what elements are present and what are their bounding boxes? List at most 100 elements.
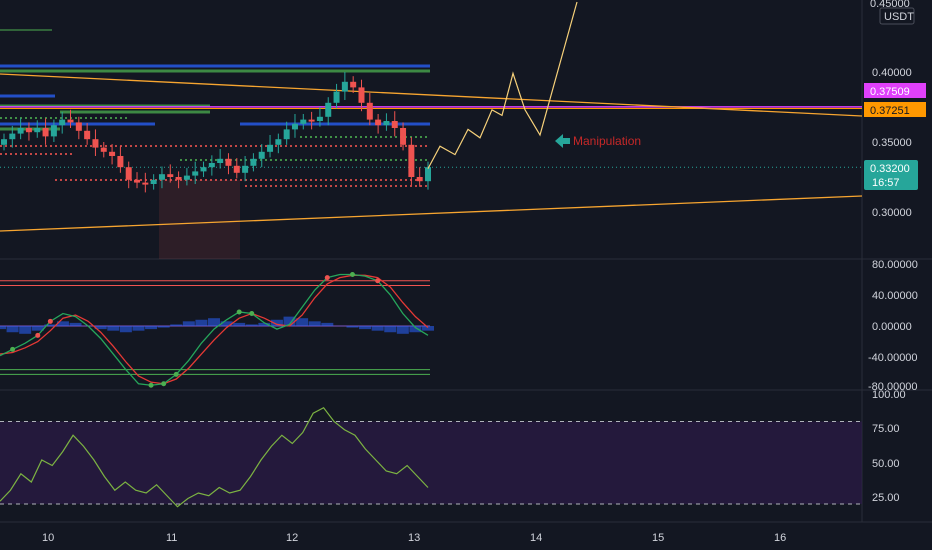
candle-body[interactable] [175,177,182,180]
histogram-bar[interactable] [208,318,220,326]
candle-body[interactable] [316,116,323,121]
histogram-bar[interactable] [145,326,158,330]
candle-body[interactable] [208,163,215,168]
cross-marker[interactable] [236,309,242,315]
candle-body[interactable] [308,119,315,122]
candle-body[interactable] [391,121,398,128]
candle-body[interactable] [325,102,332,117]
candle-body[interactable] [9,133,16,140]
histogram-bar[interactable] [396,326,409,334]
candle-body[interactable] [150,179,157,184]
histogram-bar[interactable] [321,322,334,326]
candle-body[interactable] [358,87,365,103]
candle-body[interactable] [341,81,348,92]
histogram-bar[interactable] [195,319,208,326]
candle-body[interactable] [92,139,99,148]
upper-trendline[interactable] [0,73,863,117]
cross-marker[interactable] [324,275,330,281]
rsi-line[interactable] [0,406,429,508]
macd-line[interactable] [0,273,429,386]
histogram-bar[interactable] [283,316,296,326]
candle-body[interactable] [167,174,174,177]
zone-box[interactable] [159,180,240,259]
histogram-bar[interactable] [132,326,145,331]
manipulation-annotation[interactable]: Manipulation [555,134,641,148]
candle-body[interactable] [217,158,224,163]
candle-body[interactable] [333,91,340,103]
candle-body[interactable] [134,179,141,183]
candle-body[interactable] [50,125,57,137]
candle-body[interactable] [267,144,274,152]
candle-body[interactable] [250,158,257,166]
candle-body[interactable] [1,139,7,145]
histogram-bar[interactable] [94,326,107,330]
candle-body[interactable] [242,165,249,173]
histogram-bar[interactable] [422,326,434,331]
histogram-bar[interactable] [44,324,57,326]
cross-marker[interactable] [161,381,167,387]
candle-body[interactable] [425,167,431,182]
candle-body[interactable] [225,158,232,166]
candle-body[interactable] [42,128,49,137]
histogram-bar[interactable] [371,326,384,331]
candle-body[interactable] [117,156,124,168]
cross-marker[interactable] [47,318,53,324]
cross-marker[interactable] [148,382,154,388]
histogram-bar[interactable] [157,326,170,328]
lower-trendline[interactable] [0,195,863,232]
candle-body[interactable] [375,119,382,126]
currency-label-box[interactable] [879,7,915,25]
candle-body[interactable] [416,177,423,182]
candle-body[interactable] [125,167,132,180]
histogram-bar[interactable] [409,326,422,333]
histogram-bar[interactable] [296,318,309,326]
histogram-bar[interactable] [0,326,6,330]
candle-body[interactable] [383,121,390,126]
histogram-bar[interactable] [384,326,397,333]
histogram-bar[interactable] [56,321,69,326]
histogram-bar[interactable] [308,321,321,326]
histogram-bar[interactable] [170,324,183,326]
candle-body[interactable] [400,128,407,145]
histogram-bar[interactable] [69,322,82,326]
candle-body[interactable] [350,81,357,88]
cross-marker[interactable] [35,332,41,338]
cross-marker[interactable] [349,272,355,278]
cross-marker[interactable] [375,278,381,284]
cross-marker[interactable] [249,311,255,317]
histogram-bar[interactable] [31,326,44,331]
candle-body[interactable] [100,147,107,152]
price-pane[interactable] [0,1,863,259]
histogram-bar[interactable] [346,326,359,328]
candle-body[interactable] [408,144,415,177]
candle-body[interactable] [366,102,373,120]
histogram-bar[interactable] [270,319,283,326]
oscillator-pane[interactable] [0,272,434,388]
candle-body[interactable] [142,182,149,185]
candle-body[interactable] [275,139,282,145]
histogram-bar[interactable] [19,326,32,334]
candle-body[interactable] [75,122,82,131]
candle-body[interactable] [291,123,298,130]
candle-body[interactable] [25,128,32,133]
candle-body[interactable] [183,175,190,180]
histogram-bar[interactable] [107,326,120,331]
candle-body[interactable] [67,119,74,123]
histogram-bar[interactable] [220,321,233,326]
histogram-bar[interactable] [258,322,271,326]
cross-marker[interactable] [10,346,16,352]
histogram-bar[interactable] [359,326,372,330]
histogram-bar[interactable] [245,324,258,326]
candle-body[interactable] [158,174,165,180]
candle-body[interactable] [17,128,24,134]
candle-body[interactable] [233,165,240,173]
candle-body[interactable] [258,151,265,159]
candle-body[interactable] [109,151,116,156]
candle-body[interactable] [300,119,307,124]
histogram-bar[interactable] [233,322,246,326]
candle-body[interactable] [84,130,91,140]
candle-body[interactable] [34,128,41,133]
candle-body[interactable] [283,129,290,140]
projection-path[interactable] [427,1,578,169]
